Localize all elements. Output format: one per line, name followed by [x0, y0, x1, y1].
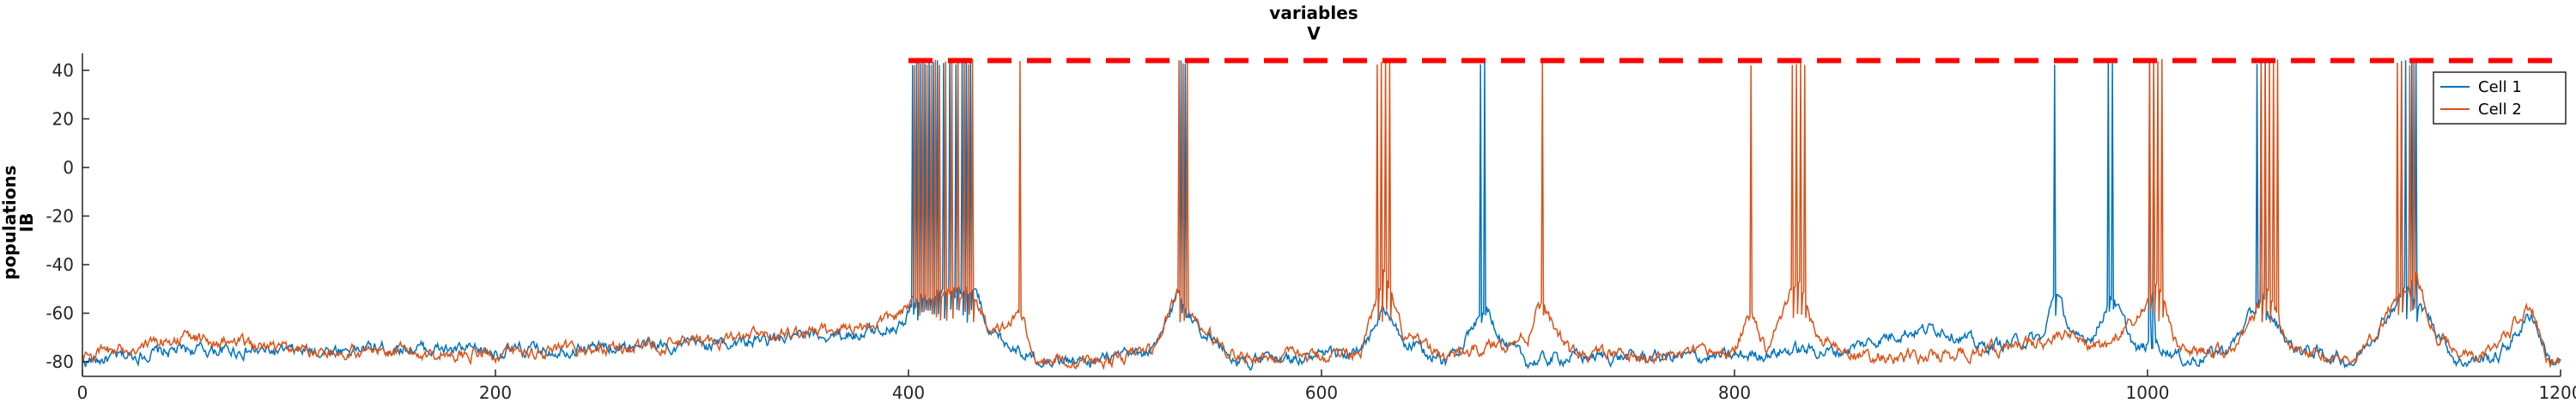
chart-title-line-1: variables — [1269, 3, 1358, 23]
y-tick-label: 20 — [52, 108, 74, 129]
legend: Cell 1 Cell 2 — [2433, 71, 2567, 125]
y-tick-label: -80 — [46, 351, 74, 372]
series-line-cell-1 — [82, 58, 2561, 371]
x-tick-label: 800 — [1718, 382, 1751, 403]
x-tick-label: 1200 — [2539, 382, 2576, 403]
legend-label-cell-2: Cell 2 — [2478, 101, 2522, 119]
y-axis-label: populations IB — [0, 165, 37, 279]
legend-box — [2433, 71, 2567, 125]
x-tick-label: 200 — [479, 382, 512, 403]
legend-label-cell-1: Cell 1 — [2478, 78, 2522, 96]
y-tick-label: 40 — [52, 60, 74, 81]
series-line-cell-2 — [82, 58, 2561, 370]
y-tick-label: -20 — [46, 205, 74, 226]
x-tick-label: 1000 — [2126, 382, 2170, 403]
chart-title-line-2: V — [1307, 23, 1321, 44]
y-tick-label: 0 — [63, 157, 74, 178]
y-axis-ticks: -80 -60 -40 -20 0 20 40 — [46, 60, 89, 372]
ylabel-line-2: IB — [16, 213, 37, 233]
ylabel-line-1: populations — [0, 165, 20, 279]
plot-area — [82, 58, 2561, 371]
y-tick-label: -40 — [46, 254, 74, 275]
y-tick-label: -60 — [46, 302, 74, 323]
x-tick-label: 0 — [77, 382, 88, 403]
x-tick-label: 600 — [1305, 382, 1338, 403]
x-axis-ticks: 0 200 400 600 800 1000 1200 — [77, 369, 2576, 403]
x-tick-label: 400 — [892, 382, 925, 403]
